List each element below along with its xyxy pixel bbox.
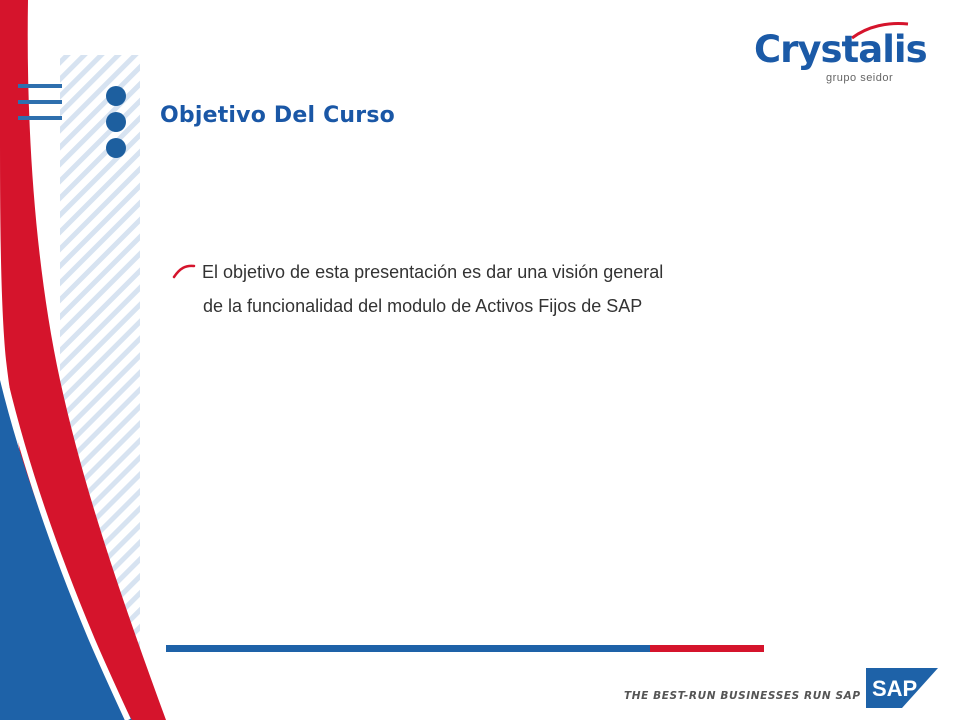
sap-tagline: THE BEST-RUN BUSINESSES RUN SAP xyxy=(624,690,861,702)
white-separator xyxy=(0,359,131,720)
logo-main-text: Crystalis xyxy=(754,28,928,71)
swoosh-bullet-icon xyxy=(172,264,196,279)
left-decoration xyxy=(0,0,166,720)
logo-swoosh-icon xyxy=(851,22,909,40)
bullet-line-2: de la funcionalidad del modulo de Activo… xyxy=(203,296,643,316)
logo-sub-text: grupo seidor xyxy=(826,72,894,84)
slide-title: Objetivo Del Curso xyxy=(160,103,395,128)
sap-logo-text: SAP xyxy=(872,676,917,701)
menu-lines-icon xyxy=(18,84,62,124)
bullet-line-1: El objetivo de esta presentación es dar … xyxy=(202,262,664,282)
footer-bar-red xyxy=(650,645,764,652)
dot xyxy=(106,138,126,158)
dot xyxy=(106,112,126,132)
footer-bar-blue xyxy=(166,645,650,652)
dot xyxy=(106,86,126,106)
sap-logo: SAP xyxy=(866,668,938,708)
crystalis-logo: Crystalis grupo seidor xyxy=(754,22,928,92)
dots-decoration xyxy=(106,86,130,164)
blue-curve xyxy=(0,380,132,720)
bullet-paragraph: El objetivo de esta presentación es dar … xyxy=(172,255,852,323)
